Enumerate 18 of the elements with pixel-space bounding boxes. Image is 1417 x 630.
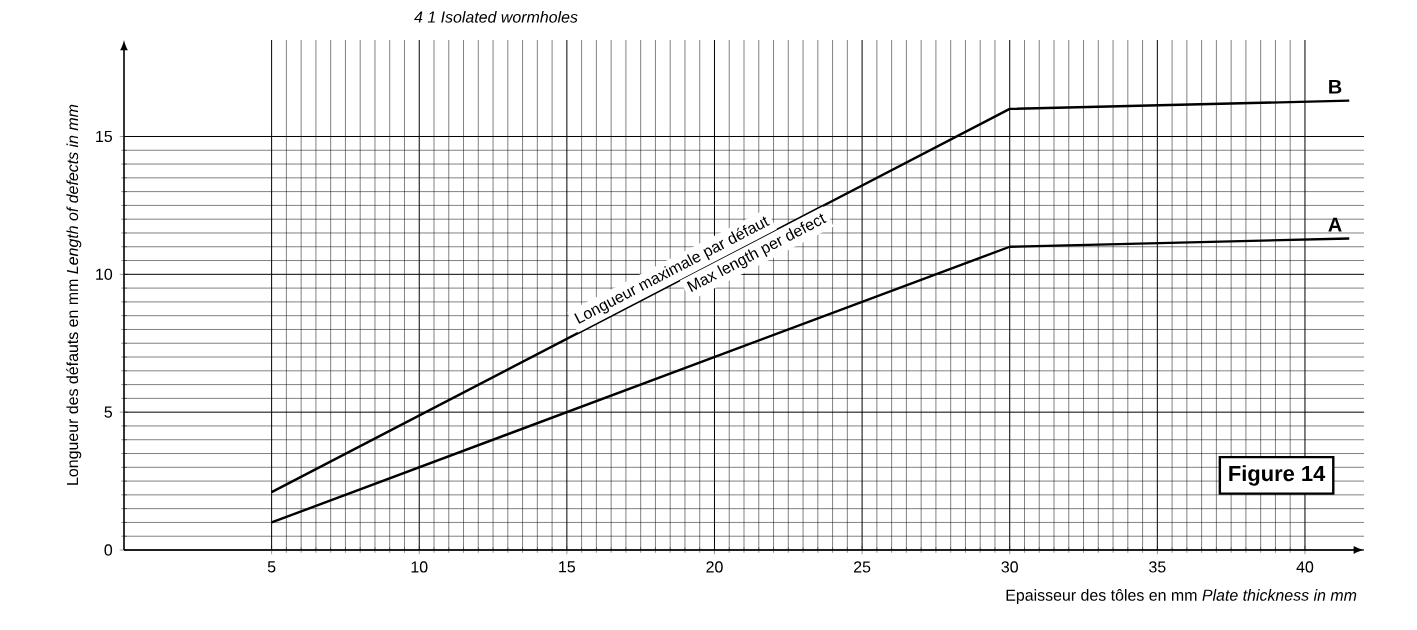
x-axis-title: Epaisseur des tôles en mm Plate thickness in mm (1006, 589, 1357, 604)
x-tick-label: 20 (706, 561, 723, 573)
y-tick-label: 5 (104, 406, 113, 418)
x-tick-label: 35 (1149, 561, 1166, 573)
x-tick-label: 25 (854, 561, 871, 573)
x-tick-label: 5 (267, 561, 276, 573)
x-tick-label: 30 (1001, 561, 1018, 573)
y-tick-label: 15 (96, 130, 113, 143)
series-label: A (1328, 217, 1342, 232)
x-tick-label: 10 (411, 561, 428, 573)
series-label: B (1329, 79, 1342, 94)
chart-title: 4 1 Isolated wormholes (414, 11, 578, 23)
y-tick-label: 10 (96, 268, 113, 280)
annotation: Figure 14 (1229, 465, 1326, 486)
y-axis-title: Longueur des défauts en mm Length of defects in mm (66, 104, 82, 485)
x-tick-label: 40 (1296, 561, 1314, 573)
y-tick-label: 0 (104, 544, 113, 556)
x-tick-label: 15 (559, 561, 576, 573)
